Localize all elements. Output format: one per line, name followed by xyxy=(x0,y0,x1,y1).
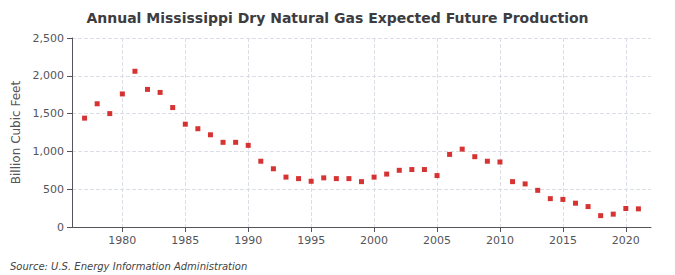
svg-text:2,500: 2,500 xyxy=(33,32,65,45)
svg-text:0: 0 xyxy=(57,221,64,234)
svg-text:1990: 1990 xyxy=(234,234,262,247)
svg-text:Source: U.S. Energy Informatio: Source: U.S. Energy Information Administ… xyxy=(10,261,247,272)
svg-text:2,000: 2,000 xyxy=(33,69,65,82)
svg-text:1980: 1980 xyxy=(108,234,136,247)
svg-text:2010: 2010 xyxy=(486,234,514,247)
svg-text:1,000: 1,000 xyxy=(33,145,65,158)
svg-text:2000: 2000 xyxy=(360,234,388,247)
svg-text:Billion Cubic Feet: Billion Cubic Feet xyxy=(9,81,23,185)
svg-text:1985: 1985 xyxy=(171,234,199,247)
svg-text:1995: 1995 xyxy=(297,234,325,247)
svg-text:500: 500 xyxy=(43,183,64,196)
svg-text:Annual Mississippi Dry Natural: Annual Mississippi Dry Natural Gas Expec… xyxy=(86,10,588,26)
svg-text:1,500: 1,500 xyxy=(33,107,65,120)
svg-text:2005: 2005 xyxy=(423,234,451,247)
svg-text:2015: 2015 xyxy=(549,234,577,247)
svg-text:2020: 2020 xyxy=(612,234,640,247)
